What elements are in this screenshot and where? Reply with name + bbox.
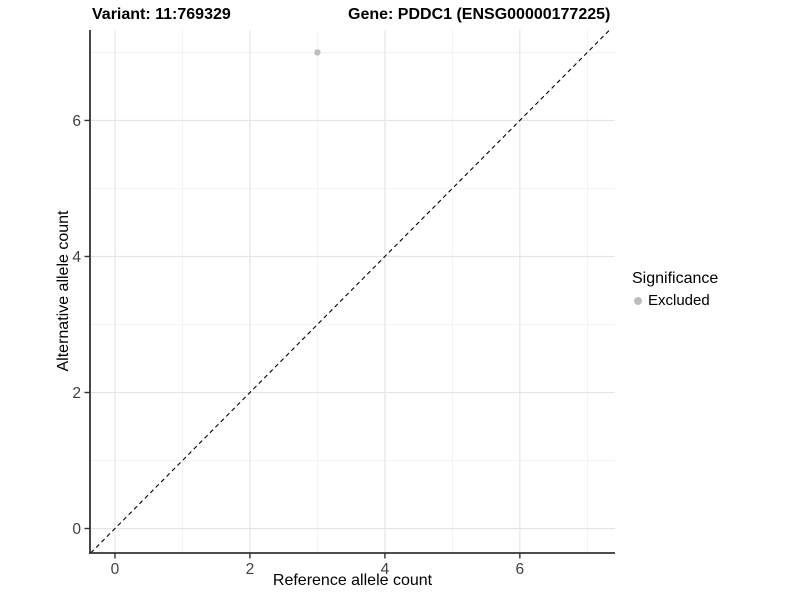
x-axis-title: Reference allele count	[272, 572, 433, 589]
y-axis-title: Alternative allele count	[55, 210, 72, 372]
x-tick-label: 2	[246, 561, 255, 578]
data-point	[314, 49, 321, 56]
x-tick-label: 4	[381, 561, 390, 578]
plot-title-gene: Gene: PDDC1 (ENSG00000177225)	[348, 6, 611, 23]
legend-point-swatch-icon	[634, 296, 642, 305]
plot-title-variant: Variant: 11:769329	[92, 6, 231, 23]
x-tick-label: 6	[516, 561, 525, 578]
legend-entry: Excluded	[632, 292, 718, 309]
identity-dashed-line	[90, 29, 610, 554]
legend-entry-label: Excluded	[648, 292, 710, 309]
y-tick-label: 0	[72, 521, 81, 538]
legend: Significance Excluded	[632, 270, 718, 309]
y-tick-label: 6	[72, 113, 81, 130]
legend-entries: Excluded	[632, 292, 718, 309]
x-tick-label: 0	[111, 561, 120, 578]
y-tick-label: 2	[72, 385, 81, 402]
legend-title: Significance	[632, 270, 719, 287]
y-tick-label: 4	[72, 249, 81, 266]
